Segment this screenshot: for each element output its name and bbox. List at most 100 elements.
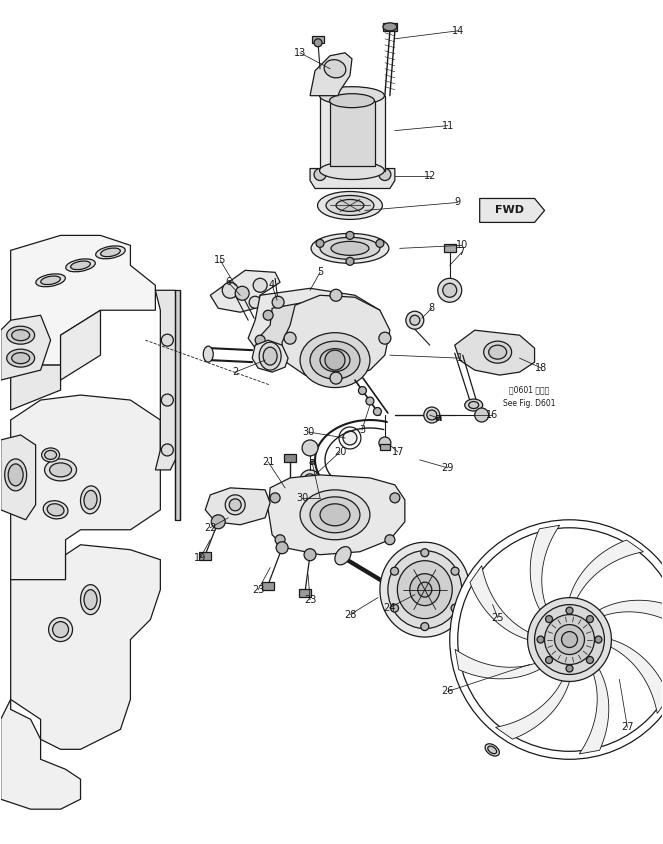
Circle shape	[587, 615, 593, 623]
Circle shape	[421, 623, 429, 630]
Ellipse shape	[320, 349, 350, 371]
Text: 7: 7	[459, 247, 465, 257]
Circle shape	[373, 408, 381, 415]
Circle shape	[253, 279, 267, 292]
Ellipse shape	[12, 330, 30, 341]
Circle shape	[390, 493, 400, 503]
Circle shape	[595, 636, 602, 643]
Ellipse shape	[7, 349, 34, 367]
Polygon shape	[11, 395, 160, 580]
Polygon shape	[11, 544, 160, 749]
Circle shape	[385, 535, 395, 544]
Ellipse shape	[80, 486, 101, 514]
Polygon shape	[252, 340, 288, 372]
Ellipse shape	[480, 588, 500, 610]
Circle shape	[475, 408, 489, 422]
Circle shape	[222, 282, 238, 298]
Text: 2: 2	[232, 367, 238, 377]
Circle shape	[554, 625, 585, 654]
Ellipse shape	[471, 580, 508, 619]
Circle shape	[379, 169, 391, 181]
Polygon shape	[455, 330, 534, 375]
Ellipse shape	[380, 542, 469, 637]
Ellipse shape	[84, 590, 97, 609]
Circle shape	[225, 495, 245, 515]
Circle shape	[451, 567, 459, 575]
Ellipse shape	[42, 448, 60, 462]
Circle shape	[161, 444, 173, 456]
Ellipse shape	[336, 199, 364, 212]
Circle shape	[314, 39, 322, 46]
Ellipse shape	[311, 234, 389, 263]
Circle shape	[566, 607, 573, 614]
Polygon shape	[495, 681, 570, 739]
Text: 12: 12	[424, 170, 436, 181]
Circle shape	[562, 631, 577, 647]
Polygon shape	[1, 315, 50, 380]
Ellipse shape	[80, 585, 101, 614]
Polygon shape	[155, 290, 180, 470]
Text: 21: 21	[262, 457, 274, 467]
Polygon shape	[210, 270, 280, 312]
Ellipse shape	[410, 574, 440, 606]
Text: 16: 16	[485, 410, 498, 420]
Circle shape	[304, 473, 316, 486]
Ellipse shape	[326, 196, 374, 215]
Bar	[262, 582, 274, 590]
Circle shape	[255, 335, 265, 345]
Text: 3: 3	[359, 425, 365, 435]
Circle shape	[48, 618, 72, 641]
Circle shape	[325, 350, 345, 371]
Ellipse shape	[40, 276, 60, 284]
Circle shape	[457, 528, 663, 751]
Ellipse shape	[485, 744, 499, 756]
Circle shape	[161, 394, 173, 406]
Ellipse shape	[320, 161, 385, 180]
Circle shape	[330, 372, 342, 384]
Polygon shape	[570, 540, 643, 598]
Ellipse shape	[36, 273, 66, 287]
Ellipse shape	[300, 490, 370, 540]
Ellipse shape	[465, 572, 514, 627]
Text: a: a	[308, 457, 316, 467]
Polygon shape	[470, 565, 528, 640]
Bar	[312, 35, 324, 43]
Circle shape	[276, 542, 288, 554]
Text: a: a	[434, 413, 442, 423]
Ellipse shape	[330, 94, 375, 108]
Bar	[299, 588, 311, 597]
Circle shape	[275, 535, 285, 544]
Text: 10: 10	[455, 241, 468, 251]
Text: 4: 4	[269, 280, 275, 290]
Circle shape	[211, 515, 225, 529]
Polygon shape	[260, 302, 368, 356]
Text: 13: 13	[294, 48, 306, 57]
Ellipse shape	[488, 746, 497, 754]
Text: 30: 30	[296, 493, 308, 503]
Circle shape	[270, 493, 280, 503]
Polygon shape	[480, 198, 544, 223]
Circle shape	[587, 657, 593, 663]
Polygon shape	[579, 669, 609, 754]
Text: See Fig. D601: See Fig. D601	[503, 398, 556, 408]
Ellipse shape	[320, 237, 380, 259]
Circle shape	[528, 598, 611, 681]
Text: 26: 26	[442, 686, 454, 696]
Text: 23: 23	[252, 585, 265, 595]
Text: 11: 11	[442, 121, 454, 131]
Circle shape	[410, 315, 420, 325]
Polygon shape	[60, 311, 101, 380]
Polygon shape	[1, 700, 80, 809]
Text: 29: 29	[442, 463, 454, 473]
Polygon shape	[248, 289, 385, 362]
Polygon shape	[310, 169, 395, 188]
Polygon shape	[1, 435, 36, 520]
Ellipse shape	[263, 347, 277, 365]
Circle shape	[316, 240, 324, 247]
Ellipse shape	[101, 248, 120, 257]
Circle shape	[346, 231, 354, 240]
Circle shape	[320, 495, 330, 505]
Circle shape	[300, 470, 320, 490]
Circle shape	[366, 397, 374, 405]
Ellipse shape	[7, 326, 34, 344]
